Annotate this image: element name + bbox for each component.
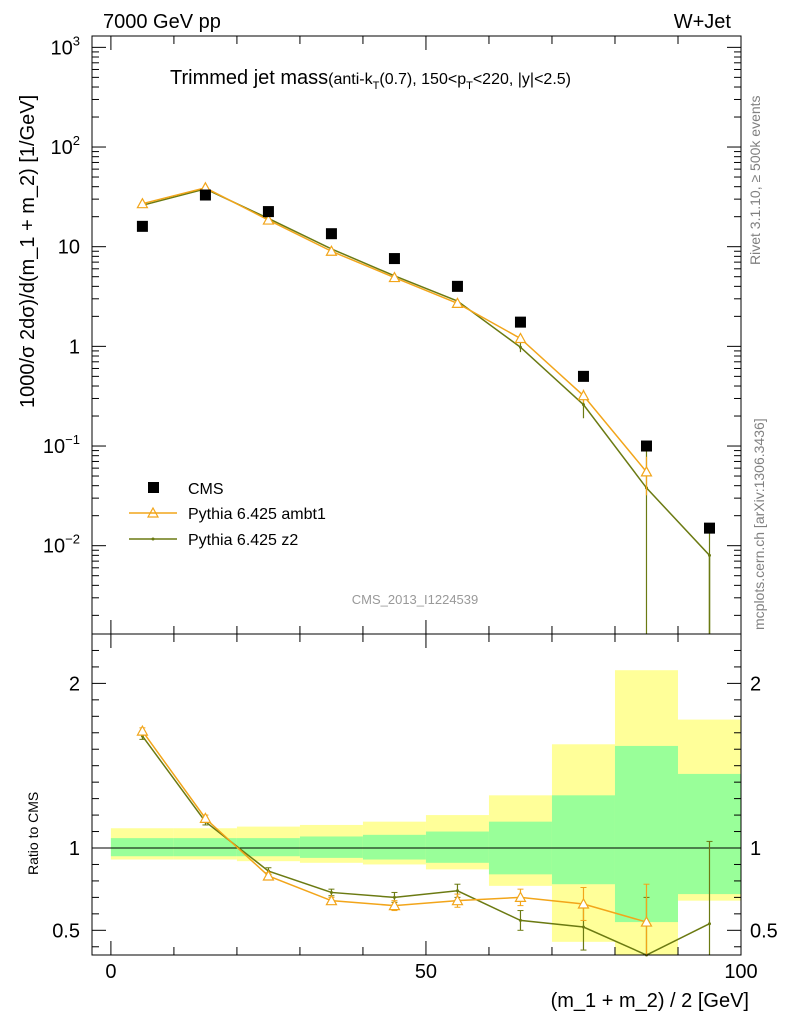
ratio-y-tick-label-right: 1 — [750, 838, 761, 860]
z2-ratio-point — [581, 925, 585, 929]
ambt1-ratio-point — [325, 894, 338, 906]
legend-ambt1-label: Pythia 6.425 ambt1 — [188, 506, 326, 523]
legend-z2-marker — [151, 537, 155, 541]
z2-ratio-point — [392, 895, 396, 899]
ambt1-ratio-point — [136, 724, 149, 736]
ambt1-ratio-point — [640, 915, 653, 927]
legend: CMS Pythia 6.425 ambt1 Pythia 6.425 z2 — [129, 481, 326, 549]
plot-title: Trimmed jet mass(anti-kT(0.7), 150<pT<22… — [170, 67, 571, 92]
band-inner-bin — [110, 838, 174, 857]
main-y-tick-label: 1 — [69, 336, 80, 358]
ambt1-ratio-point — [577, 897, 590, 909]
ambt1-main-point — [325, 245, 338, 256]
ambt1-main-point — [451, 297, 464, 308]
ratio-plot-frame — [91, 633, 742, 956]
cms-data-point — [136, 220, 148, 232]
main-y-tick-label: 10 — [58, 237, 80, 259]
legend-z2-label: Pythia 6.425 z2 — [188, 532, 298, 549]
ambt1-ratio-point — [451, 894, 464, 906]
ambt1-main-point — [514, 332, 527, 344]
z2-ratio-point — [455, 889, 459, 893]
band-inner-bin — [425, 831, 489, 863]
ambt1-ratio-point — [199, 812, 212, 823]
main-y-tick-label: 103 — [51, 33, 80, 59]
band-inner-bin — [299, 836, 363, 858]
main-plot-series — [136, 181, 715, 634]
tick-labels: 0 50 100 10−2 10−1 1 10 102 103 0.5 0.5 1 1 2 2 — [43, 33, 778, 983]
ambt1-main-point — [388, 271, 401, 283]
analysis-id-label: CMS_2013_I1224539 — [352, 592, 479, 607]
z2-main-line — [142, 188, 711, 634]
x-tick-label: 100 — [724, 961, 757, 983]
cms-data-point — [451, 280, 463, 292]
cms-data-point — [640, 440, 652, 452]
ambt1-main-point — [640, 465, 653, 477]
cms-data-point — [514, 316, 526, 328]
ambt1-main-line — [142, 186, 648, 473]
ratio-uncertainty-bands — [92, 670, 741, 955]
cms-data-point — [577, 370, 589, 382]
mcplots-label: mcplots.cern.ch [arXiv:1306.3436] — [751, 418, 767, 630]
ambt1-ratio-point — [262, 869, 275, 881]
x-axis-label: (m_1 + m_2) / 2 [GeV] — [551, 990, 749, 1012]
rivet-version-label: Rivet 3.1.10, ≥ 500k events — [747, 95, 763, 265]
ambt1-ratio-point — [514, 891, 527, 902]
cms-data-point — [262, 206, 274, 218]
legend-cms-marker — [148, 482, 159, 493]
ambt1-main-point — [577, 389, 590, 401]
legend-cms-label: CMS — [188, 481, 224, 498]
ratio-y-axis-label: Ratio to CMS — [25, 792, 41, 875]
x-tick-label: 50 — [415, 961, 437, 983]
ratio-y-tick-label-left: 1 — [69, 838, 80, 860]
x-tick-label: 0 — [105, 961, 116, 983]
band-inner-bin — [173, 838, 237, 857]
main-y-tick-label: 10−1 — [43, 432, 80, 458]
header-left: 7000 GeV pp — [103, 11, 221, 33]
band-inner-bin — [551, 795, 615, 885]
legend-ambt1-marker — [146, 506, 160, 518]
cms-data-point — [199, 189, 211, 201]
z2-ratio-point — [329, 890, 333, 894]
main-y-tick-label: 10−2 — [43, 532, 80, 558]
main-y-axis-label: 1000/σ 2dσ)/d(m_1 + m_2) [1/GeV] — [17, 95, 39, 408]
main-y-tick-label: 102 — [51, 133, 80, 159]
z2-ratio-point — [518, 918, 522, 922]
ratio-y-tick-label-right: 2 — [750, 673, 761, 695]
cms-data-point — [388, 253, 400, 265]
ambt1-main-point — [136, 197, 149, 209]
ratio-y-tick-label-right: 0.5 — [750, 920, 778, 942]
ratio-y-tick-label-left: 2 — [69, 673, 80, 695]
header-right: W+Jet — [674, 11, 732, 33]
ratio-plot-series — [136, 724, 713, 957]
ambt1-main-point — [262, 213, 275, 225]
cms-data-point — [325, 228, 337, 240]
ratio-y-tick-label-left: 0.5 — [52, 920, 80, 942]
ambt1-ratio-point — [388, 899, 401, 911]
cms-data-point — [703, 522, 715, 534]
axis-ticks — [92, 36, 742, 955]
band-inner-bin — [236, 838, 300, 857]
band-inner-bin — [362, 834, 426, 860]
z2-ratio-point — [707, 922, 711, 926]
